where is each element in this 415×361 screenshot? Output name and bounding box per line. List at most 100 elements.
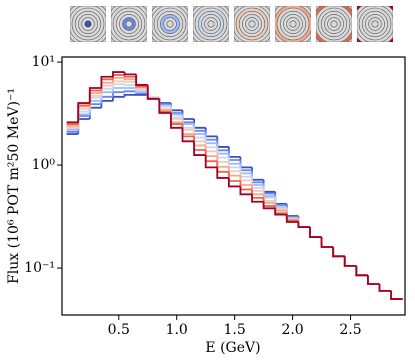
step-segment: [193, 127, 206, 139]
ring-highlight: [275, 6, 311, 42]
step-segment: [390, 290, 403, 300]
step-segment: [158, 97, 171, 104]
y-tick-label: 10⁰: [32, 157, 56, 173]
step-segment: [123, 84, 137, 86]
step-segment: [170, 110, 183, 124]
step-segment: [100, 99, 113, 108]
step-segment: [285, 203, 299, 217]
ring-line: [84, 20, 92, 28]
plot-frame: [61, 56, 406, 316]
ring-line: [160, 14, 180, 34]
ring-icon: [70, 6, 106, 42]
step-segment: [332, 247, 345, 258]
ring-line: [201, 14, 221, 34]
ring-highlight: [122, 17, 136, 31]
ring-line: [122, 17, 136, 31]
step-segment: [343, 256, 357, 267]
ring-line: [283, 14, 303, 34]
ring-icon: [316, 6, 352, 42]
step-segment: [343, 256, 357, 267]
step-segment: [309, 227, 322, 238]
step-segment: [285, 214, 299, 223]
ring-icons: [70, 6, 393, 42]
x-tick-label: 0.5: [108, 322, 130, 338]
step-segment: [320, 237, 334, 248]
step-segment: [204, 127, 218, 138]
step-segment: [367, 275, 380, 285]
step-segment: [216, 167, 229, 179]
step-segment: [146, 90, 160, 99]
step-segment: [193, 122, 206, 132]
step-segment: [332, 247, 345, 258]
ring-line: [358, 7, 392, 41]
ring-line: [327, 17, 341, 31]
step-segment: [367, 275, 380, 285]
icon-bg: [234, 6, 270, 42]
icon-bg: [152, 6, 188, 42]
step-segment: [309, 227, 322, 238]
step-segment: [112, 71, 125, 77]
ring-line: [119, 14, 139, 34]
icon-bg: [357, 6, 393, 42]
step-segment: [390, 290, 403, 300]
ring-icon: [111, 6, 147, 42]
step-segment: [343, 256, 357, 267]
step-segment: [181, 127, 195, 143]
step-segment: [390, 290, 403, 300]
ring-line: [153, 7, 187, 41]
ring-line: [324, 14, 344, 34]
step-segment: [309, 227, 322, 238]
step-segment: [297, 218, 310, 228]
ring-line: [289, 20, 297, 28]
step-segment: [297, 217, 310, 228]
icon-bg: [111, 6, 147, 42]
icon-bg: [316, 6, 352, 42]
ring-icon: [275, 6, 311, 42]
step-segment: [332, 247, 345, 258]
step-segment: [332, 247, 345, 258]
step-segment: [309, 227, 322, 238]
ring-line: [279, 10, 307, 38]
ring-line: [197, 10, 225, 38]
ring-line: [361, 10, 389, 38]
step-segment: [262, 201, 276, 210]
step-segment: [193, 124, 206, 135]
ring-highlight: [84, 20, 92, 28]
step-segment: [320, 237, 334, 248]
ring-highlight: [236, 8, 269, 40]
step-segment: [378, 283, 392, 292]
step-segment: [170, 113, 183, 129]
step-segment: [320, 237, 334, 248]
step-segment: [100, 84, 113, 96]
step-segment: [170, 106, 183, 119]
step-segment: [343, 256, 357, 267]
step-segment: [88, 106, 102, 120]
step-segment: [390, 290, 403, 300]
step-segment: [378, 283, 392, 292]
step-segment: [100, 75, 113, 89]
step-segment: [216, 143, 229, 155]
step-segment: [274, 191, 287, 205]
step-segment: [227, 177, 241, 188]
step-segment: [367, 275, 380, 285]
step-segment: [227, 153, 241, 165]
step-segment: [390, 290, 403, 300]
step-segment: [355, 265, 368, 277]
step-segment: [320, 237, 334, 248]
ring-line: [125, 20, 133, 28]
step-segment: [320, 237, 334, 248]
ring-line: [115, 10, 143, 38]
step-segment: [367, 275, 380, 285]
step-segment: [239, 186, 253, 196]
ring-icon: [357, 6, 393, 42]
step-segment: [123, 72, 137, 76]
step-segment: [181, 110, 195, 120]
step-segment: [274, 208, 287, 216]
step-segment: [77, 118, 90, 135]
step-segment: [123, 74, 137, 78]
step-segment: [297, 221, 310, 228]
ring-line: [194, 7, 228, 41]
step-segment: [355, 265, 368, 277]
y-tick-label: 10¹: [32, 54, 55, 70]
